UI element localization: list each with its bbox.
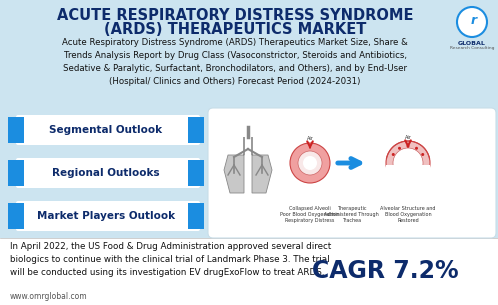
Text: Segmental Outlook: Segmental Outlook: [49, 125, 162, 135]
Circle shape: [290, 143, 330, 183]
Circle shape: [398, 147, 401, 150]
Text: www.omrglobal.com: www.omrglobal.com: [10, 292, 88, 301]
Circle shape: [457, 7, 487, 37]
FancyBboxPatch shape: [16, 158, 200, 188]
Text: (ARDS) THERAPEUTICS MARKET: (ARDS) THERAPEUTICS MARKET: [104, 22, 366, 37]
Text: Alveolar Structure and
Blood Oxygenation
Restored: Alveolar Structure and Blood Oxygenation…: [380, 206, 436, 223]
Text: Market Players Outlook: Market Players Outlook: [37, 211, 175, 221]
Text: Air: Air: [404, 135, 411, 140]
FancyBboxPatch shape: [386, 165, 430, 187]
FancyBboxPatch shape: [8, 160, 24, 186]
Text: CAGR 7.2%: CAGR 7.2%: [312, 260, 458, 284]
Text: Research Consulting: Research Consulting: [450, 46, 494, 50]
FancyBboxPatch shape: [0, 238, 498, 305]
Text: In April 2022, the US Food & Drug Administration approved several direct
biologi: In April 2022, the US Food & Drug Admini…: [10, 242, 331, 277]
Text: ACUTE RESPIRATORY DISTRESS SYNDROME: ACUTE RESPIRATORY DISTRESS SYNDROME: [57, 8, 413, 23]
Circle shape: [415, 147, 418, 150]
Text: Therapeutic
Administered Through
Trachea: Therapeutic Administered Through Trachea: [324, 206, 379, 223]
Text: Regional Outlooks: Regional Outlooks: [52, 168, 160, 178]
FancyBboxPatch shape: [188, 203, 204, 229]
Text: Acute Respiratory Distress Syndrome (ARDS) Therapeutics Market Size, Share &
Tre: Acute Respiratory Distress Syndrome (ARD…: [62, 38, 408, 85]
FancyBboxPatch shape: [188, 117, 204, 143]
Polygon shape: [252, 137, 272, 193]
FancyBboxPatch shape: [8, 203, 24, 229]
Polygon shape: [224, 137, 244, 193]
FancyBboxPatch shape: [0, 0, 498, 108]
Circle shape: [386, 141, 430, 185]
Text: r: r: [471, 15, 477, 27]
FancyBboxPatch shape: [0, 108, 498, 238]
FancyBboxPatch shape: [8, 117, 24, 143]
Circle shape: [421, 153, 424, 156]
Circle shape: [298, 151, 322, 175]
Circle shape: [406, 145, 409, 148]
Text: Air: Air: [307, 136, 313, 141]
FancyBboxPatch shape: [188, 160, 204, 186]
Text: GLOBAL: GLOBAL: [458, 41, 486, 46]
Circle shape: [392, 153, 395, 156]
Circle shape: [393, 148, 423, 178]
Circle shape: [303, 156, 317, 170]
FancyBboxPatch shape: [16, 115, 200, 145]
FancyBboxPatch shape: [16, 201, 200, 231]
Text: Collapsed Alveoli
Poor Blood Oxygenation
Respiratory Distress: Collapsed Alveoli Poor Blood Oxygenation…: [280, 206, 340, 223]
FancyBboxPatch shape: [208, 108, 496, 238]
